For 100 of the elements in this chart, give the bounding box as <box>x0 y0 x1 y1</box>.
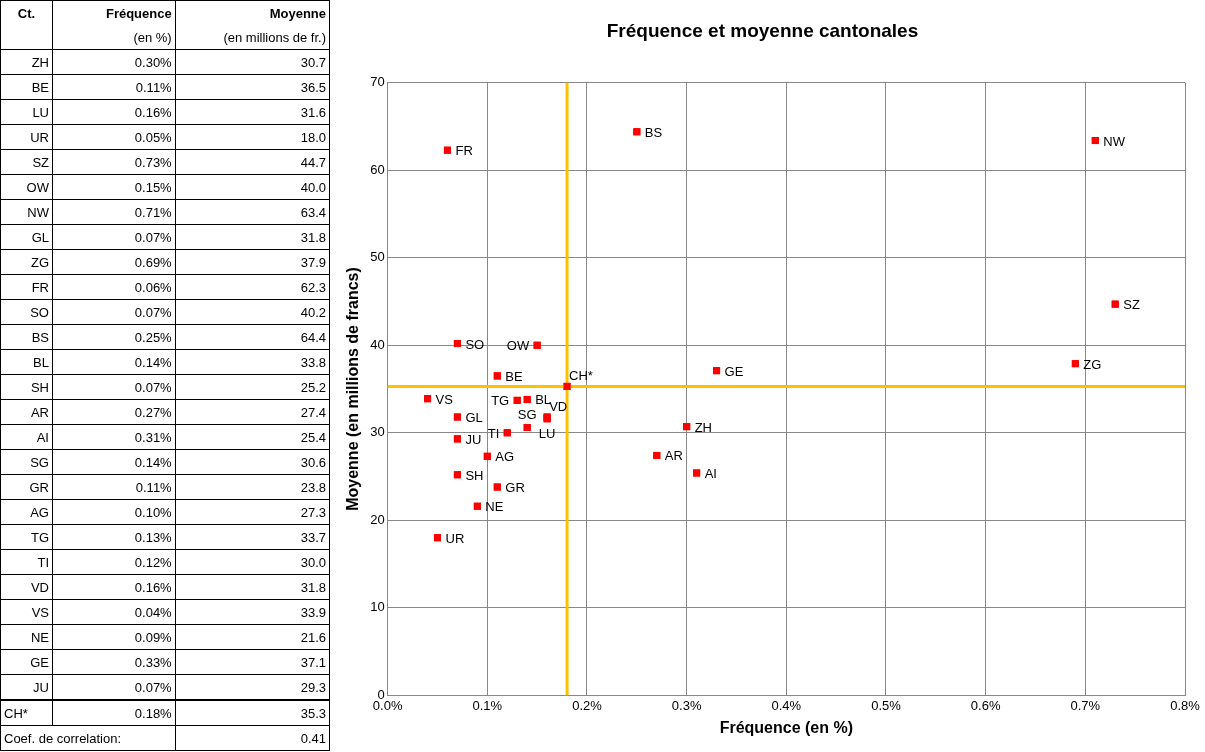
point <box>683 423 691 431</box>
text: 0.27% <box>52 399 176 425</box>
text: LU <box>0 99 53 125</box>
text: 30.6 <box>175 449 330 475</box>
text: AI <box>0 424 53 450</box>
text: 0.18% <box>52 700 176 726</box>
point <box>563 382 571 390</box>
text: 0.07% <box>52 674 176 700</box>
series-label: VS <box>435 391 454 407</box>
point <box>653 451 661 460</box>
text: 37.1 <box>175 649 330 675</box>
text: 0.12% <box>52 549 176 575</box>
series-label: BE <box>505 368 523 384</box>
text: 33.8 <box>175 349 330 375</box>
text: 63.4 <box>175 199 330 225</box>
series-label: SH <box>465 467 484 483</box>
text: VS <box>0 599 53 625</box>
point <box>453 413 461 421</box>
series-label: JU <box>465 431 482 447</box>
text: 0.05% <box>52 124 176 150</box>
text: 0.41 <box>175 725 330 751</box>
text: TI <box>0 549 53 575</box>
text: Ct. <box>0 0 53 25</box>
point <box>1071 360 1079 368</box>
y-tick-label: 60 <box>370 161 385 177</box>
series-label: BS <box>644 124 663 140</box>
text: ZH <box>0 49 53 75</box>
text: AR <box>0 399 53 425</box>
text: 18.0 <box>175 124 330 150</box>
series-label: TG <box>491 393 510 409</box>
series-label: AG <box>495 449 515 465</box>
text: SH <box>0 374 53 400</box>
text: 0.09% <box>52 624 176 650</box>
series-label: LU <box>538 425 556 441</box>
text: 30.0 <box>175 549 330 575</box>
text: 25.2 <box>175 374 330 400</box>
point <box>1111 300 1119 308</box>
text: 0.13% <box>52 524 176 550</box>
y-tick-label: 50 <box>370 249 385 265</box>
series-label: FR <box>455 143 473 159</box>
text: 0.10% <box>52 499 176 525</box>
text: Fréquence <box>52 0 176 25</box>
text: 29.3 <box>175 674 330 700</box>
text: 64.4 <box>175 324 330 350</box>
text: GR <box>0 474 53 500</box>
series-label: UR <box>445 530 465 546</box>
text: SZ <box>0 149 53 175</box>
text: 27.3 <box>175 499 330 525</box>
text: 0.14% <box>52 449 176 475</box>
x-tick-label: 0.3% <box>671 697 702 713</box>
series-label: TI <box>487 425 500 441</box>
series-label: AI <box>704 465 717 481</box>
x-tick-label: 0.2% <box>572 697 603 713</box>
text: 0.71% <box>52 199 176 225</box>
text: NE <box>0 624 53 650</box>
text: 31.8 <box>175 224 330 250</box>
series-label: SZ <box>1123 297 1140 313</box>
text: 37.9 <box>175 249 330 275</box>
text: 0.25% <box>52 324 176 350</box>
x-tick-label: 0.5% <box>871 697 902 713</box>
x-tick-label: 0.4% <box>771 697 802 713</box>
point <box>443 146 451 154</box>
text: 0.31% <box>52 424 176 450</box>
text: 40.0 <box>175 174 330 200</box>
text: 0.33% <box>52 649 176 675</box>
text: UR <box>0 124 53 150</box>
text: FR <box>0 274 53 300</box>
text: BL <box>0 349 53 375</box>
text: 0.07% <box>52 224 176 250</box>
text: VD <box>0 574 53 600</box>
point <box>693 469 701 477</box>
text: 0.73% <box>52 149 176 175</box>
text: 30.7 <box>175 49 330 75</box>
text: 0.69% <box>52 249 176 275</box>
series-label: ZG <box>1083 356 1102 372</box>
series-label: SO <box>465 336 485 352</box>
point <box>483 452 491 460</box>
y-tick-label: 70 <box>370 74 385 90</box>
text: 0.11% <box>52 74 176 100</box>
text: 31.8 <box>175 574 330 600</box>
text: Coef. de correlation: <box>0 725 176 751</box>
text: 33.9 <box>175 599 330 625</box>
point <box>503 429 511 437</box>
point <box>633 128 641 136</box>
series-label: OW <box>506 338 530 354</box>
text: 40.2 <box>175 299 330 325</box>
series-label: GE <box>724 363 744 379</box>
text: 0.16% <box>52 99 176 125</box>
x-tick-label: 0.7% <box>1070 697 1101 713</box>
point <box>453 339 461 348</box>
text: GL <box>0 224 53 250</box>
text: 0.07% <box>52 299 176 325</box>
series-label: AR <box>664 448 683 464</box>
x-tick-label: 0.1% <box>472 697 503 713</box>
text: 23.8 <box>175 474 330 500</box>
point <box>713 367 721 375</box>
chart-title: Fréquence et moyenne cantonales <box>606 19 919 41</box>
series-label: GR <box>505 479 525 495</box>
text: 36.5 <box>175 74 330 100</box>
text: JU <box>0 674 53 700</box>
